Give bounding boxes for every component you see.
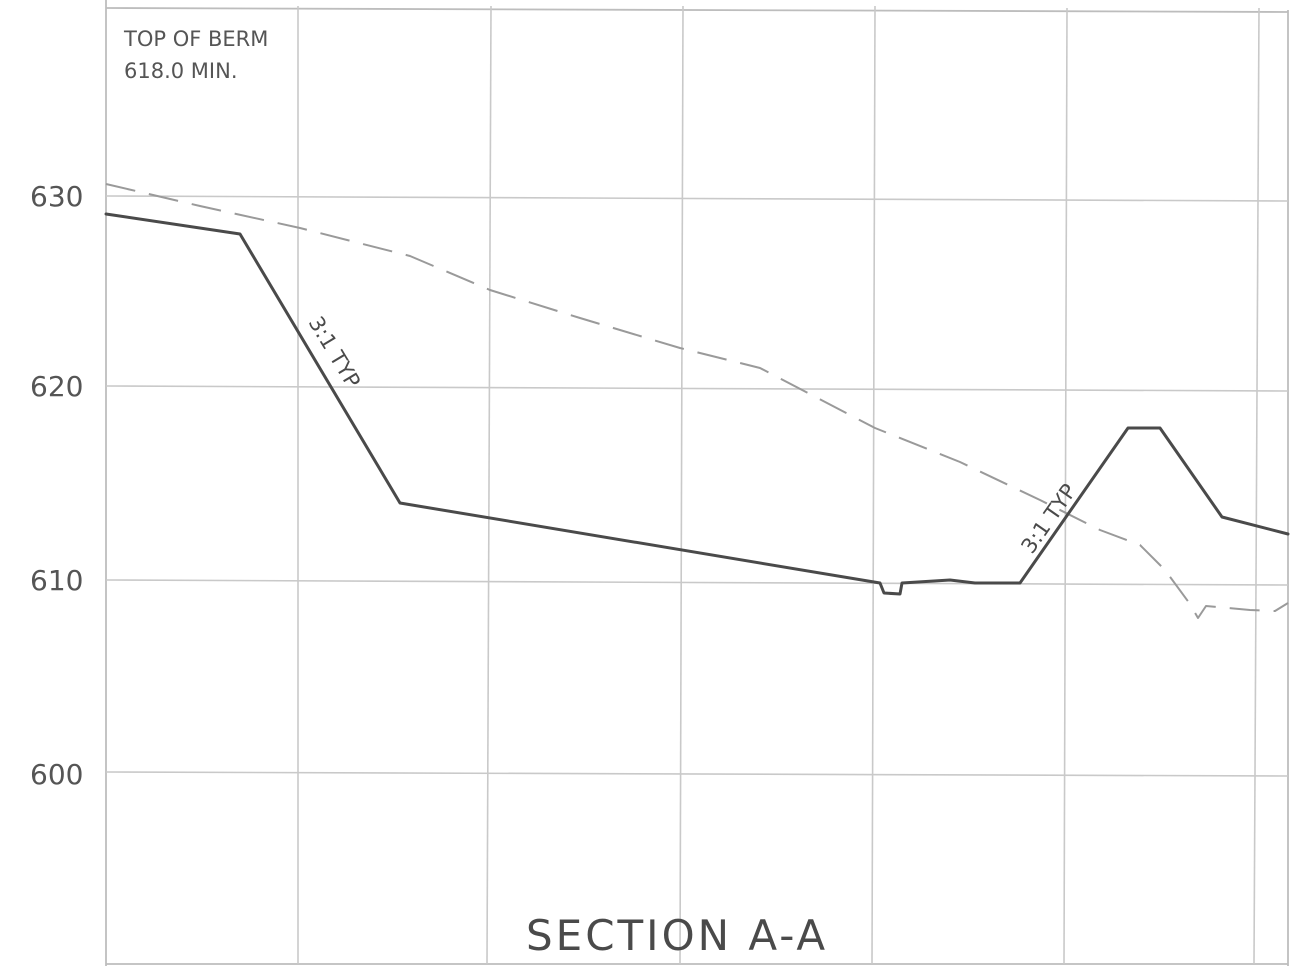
grid-vertical-line	[1253, 7, 1260, 965]
berm-note-line-2: 618.0 MIN.	[124, 59, 238, 83]
horizontal-grid	[105, 195, 1289, 777]
vertical-grid	[297, 5, 1260, 965]
elevation-label-610: 610	[30, 564, 83, 597]
frame-top	[105, 7, 1289, 13]
grid-line-600	[105, 771, 1289, 777]
grid-vertical-line	[486, 5, 492, 965]
grid-vertical-line	[1063, 7, 1068, 965]
berm-note-line-1: TOP OF BERM	[123, 27, 268, 51]
grid-vertical-line	[679, 5, 684, 965]
design-grade-line	[104, 212, 1290, 596]
berm-note: TOP OF BERM 618.0 MIN.	[123, 27, 268, 83]
slope-label-right: 3:1 TYP	[1016, 480, 1081, 558]
grid-line-620	[105, 385, 1289, 392]
grid-line-610	[105, 579, 1289, 586]
existing-grade-line	[105, 183, 1289, 619]
section-title: SECTION A-A	[526, 911, 828, 960]
elevation-label-600: 600	[30, 758, 83, 791]
grid-line-630	[105, 195, 1289, 202]
slope-label-left: 3:1 TYP	[304, 312, 365, 392]
elevation-axis: 630 620 610 600	[30, 180, 83, 791]
elevation-label-620: 620	[30, 370, 83, 403]
grid-vertical-line	[871, 5, 876, 965]
drawing-frame	[105, 0, 1289, 966]
elevation-label-630: 630	[30, 180, 83, 213]
